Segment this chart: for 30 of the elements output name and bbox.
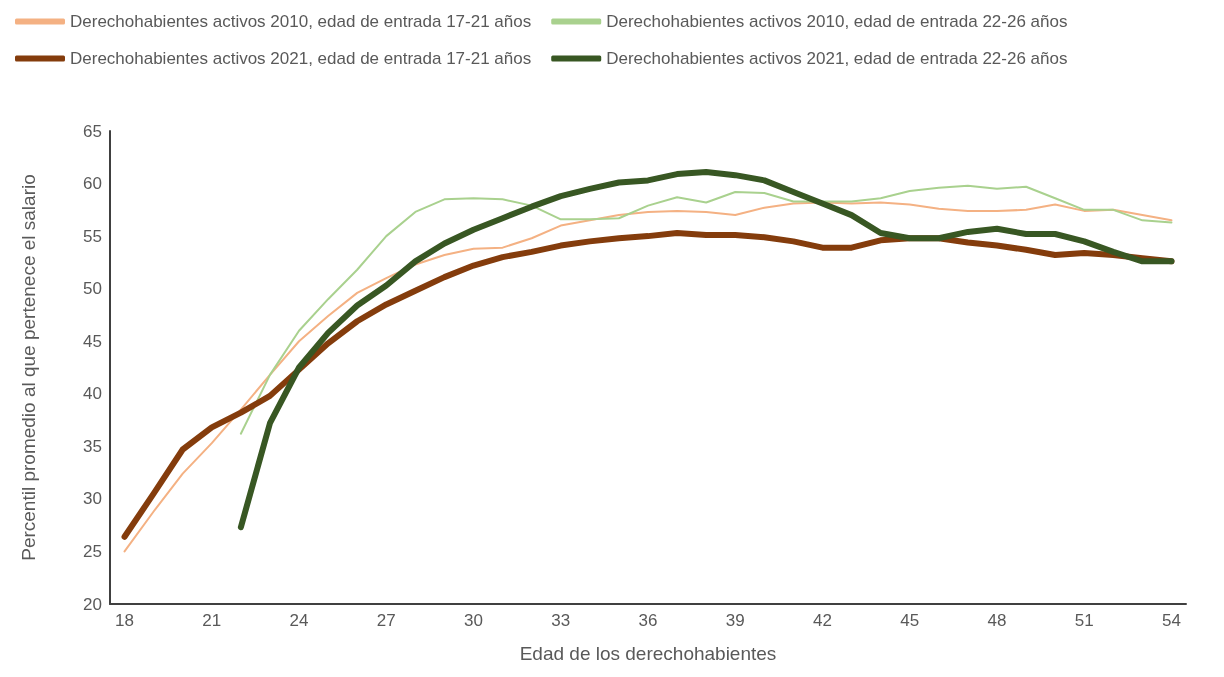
y-tick-label: 25 bbox=[83, 541, 102, 561]
y-tick-label: 35 bbox=[83, 436, 102, 456]
x-tick-label: 18 bbox=[115, 611, 134, 630]
y-tick-label: 65 bbox=[83, 121, 102, 141]
y-tick-label: 20 bbox=[83, 594, 102, 614]
y-tick-label: 45 bbox=[83, 331, 102, 351]
x-tick-label: 42 bbox=[813, 611, 832, 630]
x-tick-label: 33 bbox=[551, 611, 571, 630]
x-tick-label: 45 bbox=[900, 611, 920, 630]
legend-label: Derechohabientes activos 2010, edad de entrada 22-26 años bbox=[606, 12, 1068, 31]
x-tick-label: 48 bbox=[987, 611, 1007, 630]
y-tick-label: 40 bbox=[83, 384, 102, 404]
y-tick-label: 55 bbox=[83, 226, 102, 246]
x-tick-label: 36 bbox=[638, 611, 658, 630]
x-axis-title: Edad de los derechohabientes bbox=[519, 643, 777, 664]
x-tick-label: 39 bbox=[725, 611, 745, 630]
legend-label: Derechohabientes activos 2021, edad de entrada 22-26 años bbox=[606, 49, 1068, 68]
y-tick-label: 60 bbox=[83, 174, 102, 194]
y-axis-title: Percentil promedio al que pertenece el salario bbox=[18, 174, 39, 561]
y-tick-label: 30 bbox=[83, 489, 102, 509]
x-tick-label: 51 bbox=[1074, 611, 1094, 630]
x-tick-label: 27 bbox=[376, 611, 396, 630]
legend-label: Derechohabientes activos 2021, edad de entrada 17-21 años bbox=[70, 49, 532, 68]
x-tick-label: 54 bbox=[1162, 611, 1181, 630]
x-tick-label: 30 bbox=[464, 611, 483, 630]
y-tick-label: 50 bbox=[83, 279, 102, 299]
x-tick-label: 24 bbox=[289, 611, 309, 630]
line-series bbox=[239, 184, 1173, 435]
x-tick-label: 21 bbox=[202, 611, 222, 630]
legend-label: Derechohabientes activos 2010, edad de entrada 17-21 años bbox=[70, 12, 532, 31]
